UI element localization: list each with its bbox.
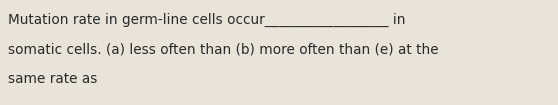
- Text: somatic cells. (a) less often than (b) more often than (e) at the: somatic cells. (a) less often than (b) m…: [8, 43, 439, 56]
- Text: same rate as: same rate as: [8, 72, 98, 86]
- Text: Mutation rate in germ-line cells occur__________________ in: Mutation rate in germ-line cells occur__…: [8, 13, 406, 27]
